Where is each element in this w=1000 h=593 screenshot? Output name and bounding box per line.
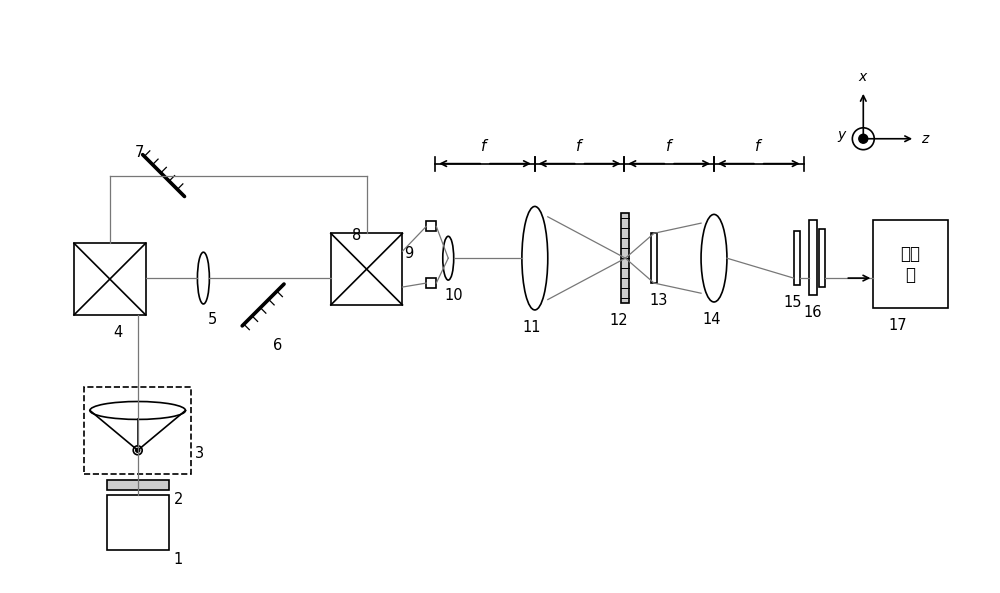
Bar [651,233,657,283]
Bar [426,221,436,231]
Text: 7: 7 [135,145,144,160]
Bar [107,495,169,550]
Text: 9: 9 [404,246,414,262]
Text: 计算
机: 计算 机 [901,245,921,283]
Bar [794,231,800,285]
Text: 16: 16 [804,305,822,320]
Bar [809,221,817,295]
Ellipse shape [443,236,454,280]
Text: 1: 1 [174,552,183,567]
Text: $y$: $y$ [837,129,847,144]
Ellipse shape [197,252,209,304]
Ellipse shape [701,215,727,302]
Circle shape [136,448,140,452]
Text: 11: 11 [523,320,541,335]
Bar [819,229,825,287]
Text: 8: 8 [352,228,362,243]
Text: 5: 5 [207,312,217,327]
Text: $f$: $f$ [480,138,490,154]
Bar [873,221,948,308]
Text: $f$: $f$ [575,138,584,154]
Text: 13: 13 [649,293,668,308]
Text: 12: 12 [609,313,628,328]
Text: 15: 15 [784,295,802,310]
Ellipse shape [522,206,548,310]
Text: 3: 3 [195,447,205,461]
Text: 10: 10 [444,288,463,303]
Ellipse shape [90,401,185,419]
Bar [84,387,191,474]
Text: $z$: $z$ [921,132,931,146]
Text: 17: 17 [888,318,907,333]
Bar [621,213,629,303]
Bar [74,243,146,315]
Bar [426,278,436,288]
Text: 14: 14 [702,312,721,327]
Text: $f$: $f$ [754,138,763,154]
Text: 4: 4 [113,325,123,340]
Text: $f$: $f$ [665,138,674,154]
Bar [331,233,402,305]
Text: 6: 6 [273,338,282,353]
Bar [107,480,169,490]
Circle shape [859,134,868,144]
Text: $x$: $x$ [858,70,869,84]
Text: 2: 2 [174,492,183,507]
